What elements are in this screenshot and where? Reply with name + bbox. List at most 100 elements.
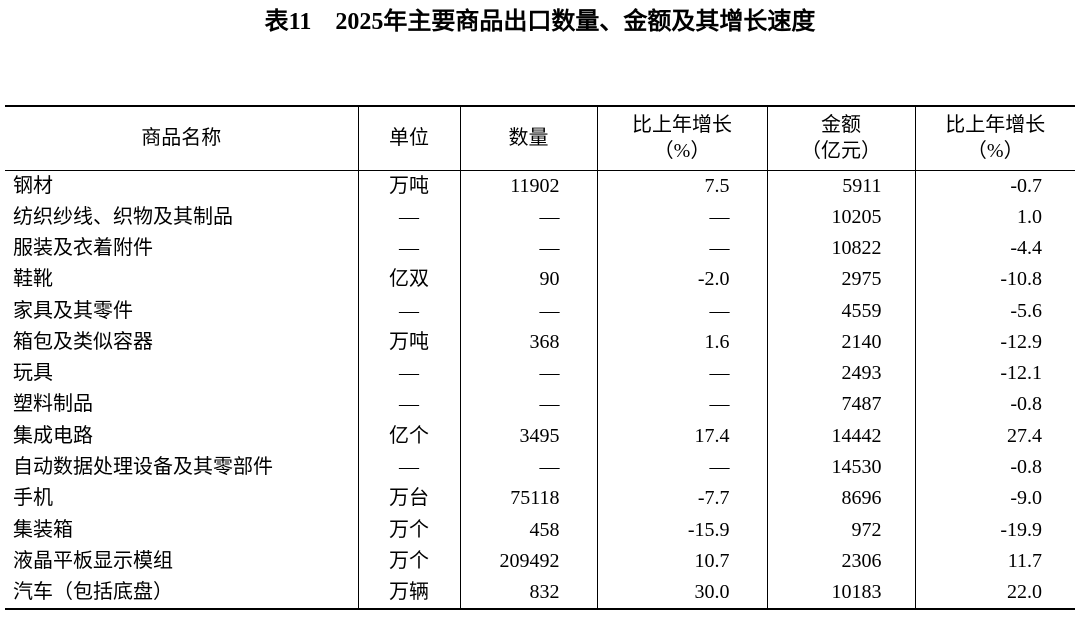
table-cell: 万个 (357, 545, 460, 578)
table-cell: — (357, 201, 460, 233)
table-cell: 集装箱 (13, 518, 73, 541)
table-cell: 8696 (766, 483, 915, 515)
table-cell: 亿双 (357, 264, 460, 296)
table-cell: — (596, 389, 767, 421)
table-cell: 万吨 (357, 170, 460, 202)
table-cell: 30.0 (596, 577, 767, 611)
table-row: 钢材 万吨 11902 7.5 5911 -0.7 (5, 170, 1075, 202)
header-text: 商品名称 (141, 127, 222, 150)
table-row: 塑料制品 — — —7487 -0.8 (5, 389, 1075, 421)
table-cell: — (357, 451, 460, 484)
table-cell: 万辆 (357, 577, 460, 611)
table-cell: 塑料制品 (13, 393, 93, 416)
table-cell: -4.4 (914, 232, 1075, 265)
header-cell: 数量 (459, 105, 597, 171)
table-cell: -5.6 (914, 295, 1075, 327)
table-cell: 鞋靴 (13, 268, 53, 291)
table-cell: -7.7 (596, 483, 767, 515)
table-row: 家具及其零件 — — —4559 -5.6 (5, 295, 1075, 327)
table-row: 手机 万台 75118 -7.7 8696 -9.0 (5, 483, 1075, 515)
table-cell: — (459, 389, 597, 421)
table-cell: 14442 (766, 420, 915, 452)
table-body: 钢材 万吨 11902 7.5 5911 -0.7 纺织纱线、织物及其制品 — — —10205 1… (5, 170, 1075, 611)
table-cell: 手机 (13, 487, 53, 510)
header-cell: 商品名称 (5, 105, 358, 171)
header-text: （%） (966, 140, 1024, 163)
table-cell: — (459, 357, 597, 390)
table-cell: 2306 (766, 545, 915, 578)
table-cell: — (357, 232, 460, 265)
table-cell: 纺织纱线、织物及其制品 (13, 205, 233, 228)
table-cell: — (357, 357, 460, 390)
table-cell: 液晶平板显示模组 (13, 549, 173, 572)
table-cell: 972 (766, 514, 915, 546)
table-cell: 7487 (766, 389, 915, 421)
table-cell: 90 (459, 264, 597, 296)
table-cell: -15.9 (596, 514, 767, 546)
table-cell: 家具及其零件 (13, 299, 133, 322)
table-cell: 自动数据处理设备及其零部件 (13, 456, 273, 479)
table-cell: 368 (459, 326, 597, 358)
table-cell: -12.9 (914, 326, 1075, 358)
table-cell: 7.5 (596, 170, 767, 202)
table-cell: 10822 (766, 232, 915, 265)
table-cell: 万吨 (357, 326, 460, 358)
table-cell: 亿个 (357, 420, 460, 452)
table-cell: 5911 (766, 170, 915, 202)
header-text: （亿元） (801, 140, 881, 163)
table-cell: 集成电路 (13, 424, 93, 447)
table-cell: 14530 (766, 451, 915, 484)
table-cell: 4559 (766, 295, 915, 327)
table-row: 液晶平板显示模组 万个 209492 10.7 2306 11.7 (5, 545, 1075, 578)
table-cell: -2.0 (596, 264, 767, 296)
table-row: 汽车（包括底盘） 万辆 832 30.0 10183 22.0 (5, 577, 1075, 611)
table-cell: 服装及衣着附件 (13, 236, 153, 259)
header-text: （%） (653, 140, 711, 163)
table-cell: -0.8 (914, 451, 1075, 484)
header-text: 金额 (821, 114, 861, 137)
table-title: 表11 2025年主要商品出口数量、金额及其增长速度 (264, 9, 816, 35)
table-cell: -19.9 (914, 514, 1075, 546)
table-cell: 10.7 (596, 545, 767, 578)
table-cell: 11.7 (914, 545, 1075, 578)
header-cell: 金额 （亿元） (766, 105, 915, 171)
table-cell: 3495 (459, 420, 597, 452)
table-cell: 832 (459, 577, 597, 611)
table-cell: 75118 (459, 483, 597, 515)
table-row: 鞋靴 亿双 90 -2.0 2975 -10.8 (5, 264, 1075, 296)
table-cell: 钢材 (13, 174, 53, 197)
header-cell: 单位 (357, 105, 460, 171)
table-cell: — (357, 389, 460, 421)
header-text: 比上年增长 (632, 114, 732, 137)
header-text: 比上年增长 (945, 114, 1046, 137)
table-cell: -9.0 (914, 483, 1075, 515)
table-row: 集成电路 亿个 3495 17.4 14442 27.4 (5, 420, 1075, 452)
header-row: 商品名称 单位 数量 比上年增长 （%） 金额 （亿元） 比上年增长 （%） (5, 105, 1075, 171)
table-cell: 万台 (357, 483, 460, 515)
table-cell: 458 (459, 514, 597, 546)
table-cell: — (459, 232, 597, 265)
table-cell: 2140 (766, 326, 915, 358)
table-cell: -0.7 (914, 170, 1075, 202)
table-cell: 10205 (766, 201, 915, 233)
table-cell: 万个 (357, 514, 460, 546)
table-row: 服装及衣着附件 — — —10822 -4.4 (5, 232, 1075, 265)
export-table: 商品名称 单位 数量 比上年增长 （%） 金额 （亿元） 比上年增长 （%） 钢材 万吨 11902… (5, 105, 1075, 611)
table-row: 自动数据处理设备及其零部件 — — —14530 -0.8 (5, 451, 1075, 484)
table-cell: -10.8 (914, 264, 1075, 296)
table-row: 集装箱 万个 458 -15.9 972 -19.9 (5, 514, 1075, 546)
table-cell: — (596, 201, 767, 233)
table-row: 玩具 — — —2493 -12.1 (5, 357, 1075, 390)
header-text: 数量 (508, 127, 549, 150)
table-row: 箱包及类似容器 万吨 368 1.6 2140 -12.9 (5, 326, 1075, 358)
table-cell: — (459, 201, 597, 233)
header-cell: 比上年增长 （%） (596, 105, 767, 171)
table-cell: -12.1 (914, 357, 1075, 390)
table-cell: 2975 (766, 264, 915, 296)
table-cell: — (459, 295, 597, 327)
table-cell: -0.8 (914, 389, 1075, 421)
header-cell: 比上年增长 （%） (914, 105, 1075, 171)
table-header: 商品名称 单位 数量 比上年增长 （%） 金额 （亿元） 比上年增长 （%） (5, 105, 1075, 171)
table-cell: — (596, 451, 767, 484)
